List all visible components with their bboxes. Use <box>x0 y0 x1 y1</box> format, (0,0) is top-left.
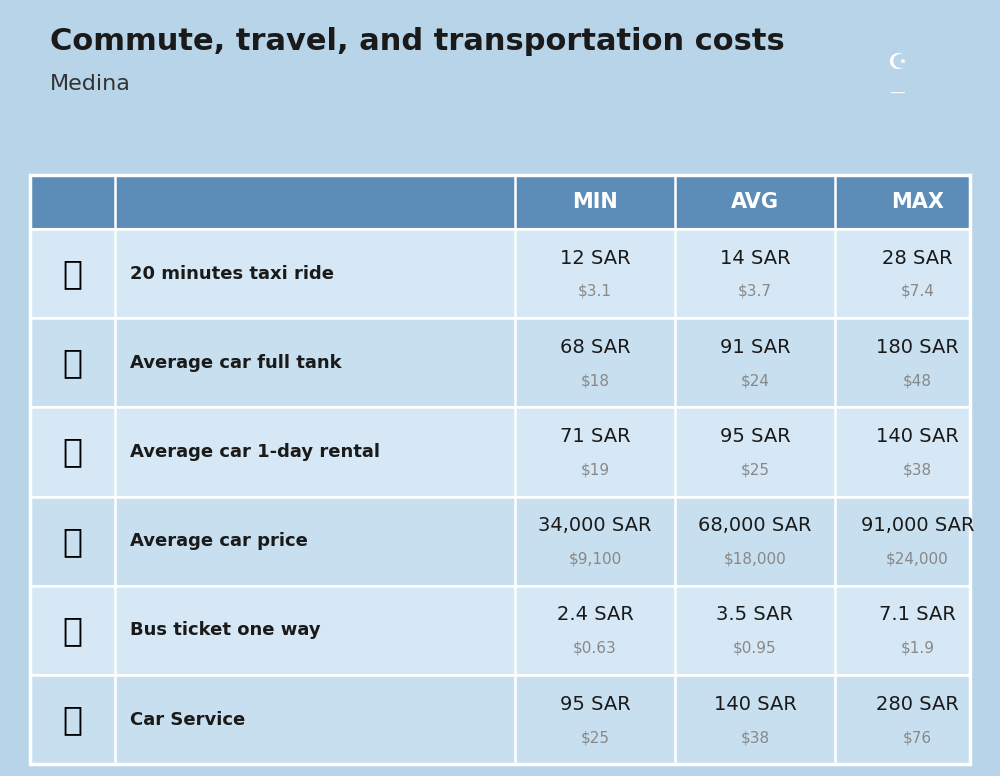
Text: 🛠: 🛠 <box>63 703 83 736</box>
Text: 14 SAR: 14 SAR <box>720 248 790 268</box>
Text: $24: $24 <box>740 373 770 388</box>
Text: $38: $38 <box>903 462 932 477</box>
Text: $0.63: $0.63 <box>573 641 617 656</box>
Text: $7.4: $7.4 <box>901 284 934 299</box>
Text: 34,000 SAR: 34,000 SAR <box>538 516 652 535</box>
Text: 🚗: 🚗 <box>63 525 83 558</box>
Text: 28 SAR: 28 SAR <box>882 248 953 268</box>
Text: $3.7: $3.7 <box>738 284 772 299</box>
Text: AVG: AVG <box>731 192 779 212</box>
FancyBboxPatch shape <box>30 586 970 675</box>
Text: 🚙: 🚙 <box>63 435 83 469</box>
Text: 95 SAR: 95 SAR <box>720 427 790 446</box>
FancyBboxPatch shape <box>30 318 970 407</box>
Text: MIN: MIN <box>572 192 618 212</box>
Text: Bus ticket one way: Bus ticket one way <box>130 622 321 639</box>
FancyBboxPatch shape <box>30 675 970 764</box>
Text: 🚌: 🚌 <box>63 614 83 647</box>
Text: $1.9: $1.9 <box>900 641 934 656</box>
Text: 91 SAR: 91 SAR <box>720 338 790 357</box>
Text: 7.1 SAR: 7.1 SAR <box>879 605 956 625</box>
Text: Medina: Medina <box>50 74 131 94</box>
Text: $48: $48 <box>903 373 932 388</box>
Text: 280 SAR: 280 SAR <box>876 695 959 714</box>
Text: Average car 1-day rental: Average car 1-day rental <box>130 443 380 461</box>
FancyBboxPatch shape <box>30 407 970 497</box>
Text: ―: ― <box>891 86 904 100</box>
Text: $18,000: $18,000 <box>724 552 786 566</box>
Text: 140 SAR: 140 SAR <box>876 427 959 446</box>
Text: $19: $19 <box>580 462 610 477</box>
Text: 2.4 SAR: 2.4 SAR <box>557 605 633 625</box>
Text: 91,000 SAR: 91,000 SAR <box>861 516 974 535</box>
Text: $24,000: $24,000 <box>886 552 949 566</box>
FancyBboxPatch shape <box>30 497 970 586</box>
FancyBboxPatch shape <box>30 229 970 318</box>
FancyBboxPatch shape <box>30 175 970 229</box>
Text: 68 SAR: 68 SAR <box>560 338 630 357</box>
Text: $76: $76 <box>903 730 932 745</box>
Text: 20 minutes taxi ride: 20 minutes taxi ride <box>130 265 334 282</box>
Text: MAX: MAX <box>891 192 944 212</box>
Text: 180 SAR: 180 SAR <box>876 338 959 357</box>
Text: $18: $18 <box>580 373 610 388</box>
Text: $38: $38 <box>740 730 770 745</box>
Text: $25: $25 <box>580 730 610 745</box>
Text: ☪: ☪ <box>888 53 908 73</box>
Text: 12 SAR: 12 SAR <box>560 248 630 268</box>
Text: $3.1: $3.1 <box>578 284 612 299</box>
Text: ⛽: ⛽ <box>63 346 83 379</box>
Text: 🚕: 🚕 <box>63 257 83 290</box>
Text: $0.95: $0.95 <box>733 641 777 656</box>
Text: $9,100: $9,100 <box>568 552 622 566</box>
Text: 3.5 SAR: 3.5 SAR <box>716 605 794 625</box>
Text: Car Service: Car Service <box>130 711 245 729</box>
Text: Commute, travel, and transportation costs: Commute, travel, and transportation cost… <box>50 27 785 56</box>
Text: Average car price: Average car price <box>130 532 308 550</box>
Text: 140 SAR: 140 SAR <box>714 695 796 714</box>
Text: Average car full tank: Average car full tank <box>130 354 342 372</box>
Text: $25: $25 <box>740 462 770 477</box>
Text: 68,000 SAR: 68,000 SAR <box>698 516 812 535</box>
Text: 95 SAR: 95 SAR <box>560 695 630 714</box>
Text: 71 SAR: 71 SAR <box>560 427 630 446</box>
